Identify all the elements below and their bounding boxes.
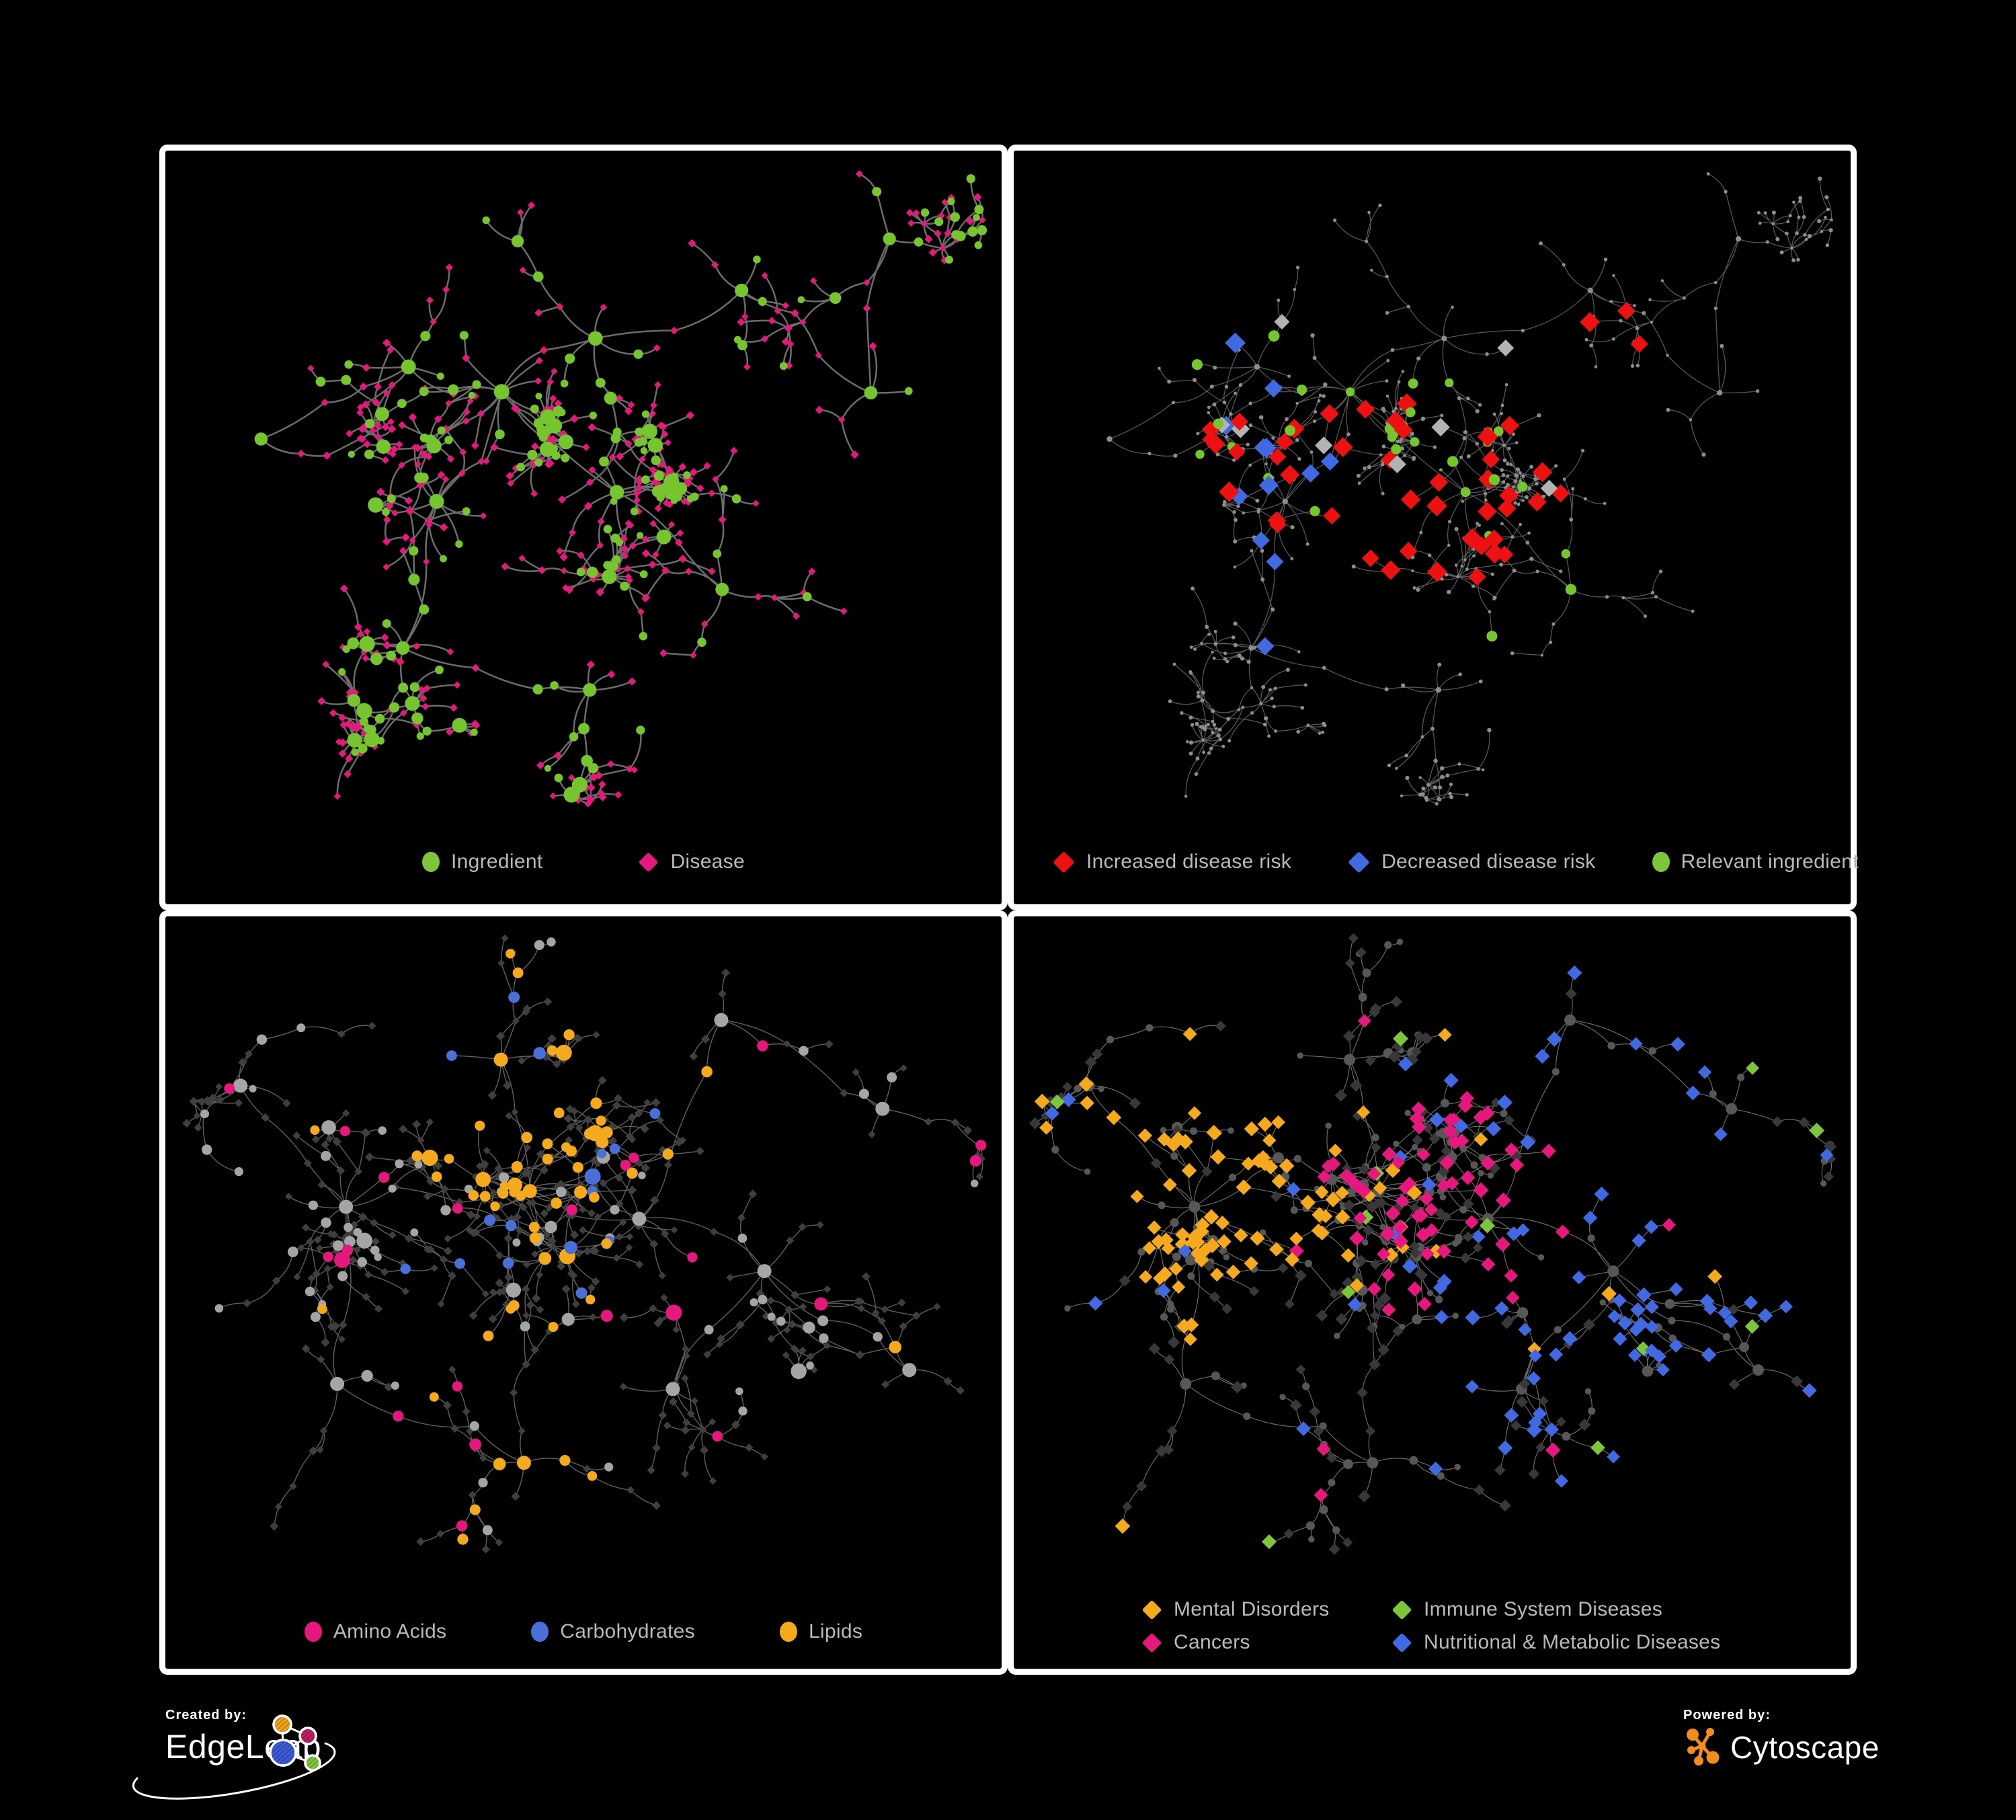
panel-ingredient-disease-network: Ingredient Disease: [159, 145, 1008, 910]
edgeleap-wordmark: EdgeLeap: [165, 1728, 322, 1766]
legend-item-carbohydrates: Carbohydrates: [531, 1620, 695, 1643]
legend-item-immune-system-diseases: Immune System Diseases: [1392, 1598, 1720, 1621]
network-canvas-disease-risk: [1106, 172, 1833, 806]
legend-label: Cancers: [1174, 1631, 1250, 1653]
legend-label: Immune System Diseases: [1424, 1598, 1663, 1620]
circle-swatch-icon: [779, 1622, 797, 1642]
legend-label: Ingredient: [451, 850, 543, 873]
circle-swatch-icon: [531, 1622, 549, 1642]
cytoscape-logo: [1687, 1728, 1720, 1766]
circle-swatch-icon: [1652, 852, 1670, 872]
legend-label: Increased disease risk: [1086, 850, 1292, 873]
legend-nutrient-classes: Amino Acids Carbohydrates Lipids: [165, 1620, 1002, 1643]
legend-item-ingredient: Ingredient: [422, 850, 542, 873]
diamond-swatch-icon: [1053, 850, 1075, 873]
legend-ingredient-disease: Ingredient Disease: [165, 850, 1002, 873]
legend-item-disease: Disease: [638, 850, 745, 873]
legend-item-amino-acids: Amino Acids: [304, 1620, 447, 1643]
legend-label: Relevant ingredient: [1681, 850, 1859, 873]
panel-nutrient-classes-network: Amino Acids Carbohydrates Lipids: [159, 910, 1008, 1675]
circle-swatch-icon: [304, 1622, 322, 1642]
network-canvas-disease-categories: [1029, 933, 1837, 1555]
network-canvas-ingredient-disease: [254, 170, 987, 808]
circle-swatch-icon: [422, 852, 440, 872]
diamond-swatch-icon: [639, 852, 659, 872]
legend-label: Carbohydrates: [560, 1620, 695, 1643]
diamond-swatch-icon: [1141, 1632, 1162, 1653]
legend-item-nutritional-metabolic-diseases: Nutritional & Metabolic Diseases: [1392, 1631, 1720, 1654]
legend-item-mental-disorders: Mental Disorders: [1141, 1598, 1392, 1621]
diamond-swatch-icon: [1392, 1632, 1412, 1653]
cytoscape-credit: Powered by: Cytoscape: [1683, 1708, 1880, 1769]
legend-label: Decreased disease risk: [1381, 850, 1596, 873]
diamond-swatch-icon: [1392, 1599, 1412, 1620]
legend-label: Lipids: [808, 1620, 863, 1643]
legend-label: Mental Disorders: [1174, 1598, 1330, 1620]
legend-disease-risk: Increased disease risk Decreased disease …: [1014, 850, 1858, 873]
panel-disease-risk-network: Increased disease risk Decreased disease …: [1008, 145, 1858, 910]
legend-item-decreased-disease-risk: Decreased disease risk: [1348, 850, 1595, 873]
legend-item-increased-disease-risk: Increased disease risk: [1053, 850, 1291, 873]
panel-disease-categories-network: Mental Disorders Immune System Diseases Ca…: [1008, 910, 1857, 1675]
legend-label: Nutritional & Metabolic Diseases: [1424, 1631, 1721, 1653]
legend-label: Disease: [670, 850, 745, 873]
legend-item-relevant-ingredient: Relevant ingredient: [1652, 850, 1859, 873]
created-by-label: Created by:: [165, 1708, 247, 1723]
network-canvas-nutrient-classes: [182, 934, 987, 1554]
diamond-swatch-icon: [1348, 850, 1370, 873]
powered-by-label: Powered by:: [1683, 1708, 1771, 1723]
legend-disease-categories: Mental Disorders Immune System Diseases Ca…: [1014, 1598, 1851, 1654]
legend-item-lipids: Lipids: [779, 1620, 863, 1643]
cytoscape-wordmark: Cytoscape: [1730, 1730, 1880, 1765]
edgeleap-credit: Created by: EdgeLeap: [132, 1708, 336, 1800]
diamond-swatch-icon: [1141, 1599, 1162, 1620]
legend-label: Amino Acids: [333, 1620, 447, 1643]
legend-item-cancers: Cancers: [1141, 1631, 1392, 1654]
